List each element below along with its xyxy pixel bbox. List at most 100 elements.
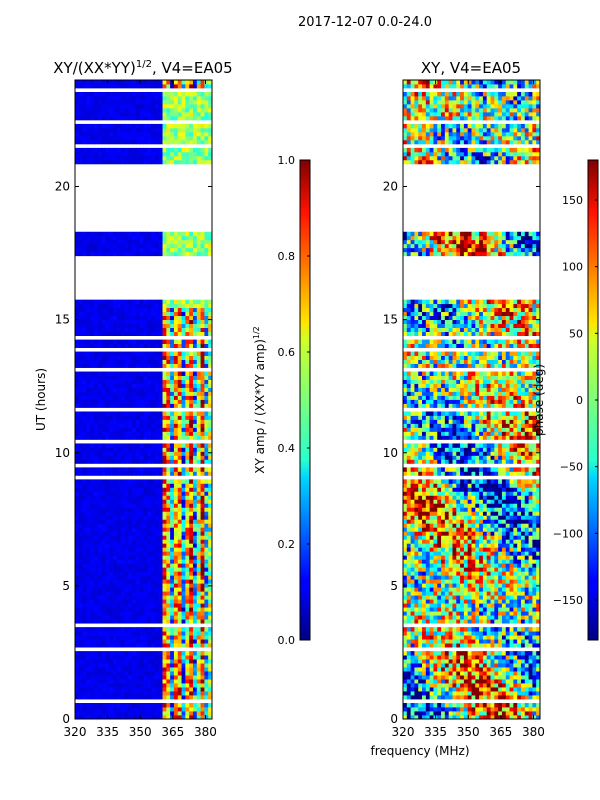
heatmap-cell — [139, 555, 144, 560]
heatmap-cell — [120, 127, 125, 133]
heatmap-cell — [166, 111, 171, 117]
heatmap-cell — [158, 687, 163, 692]
heatmap-cell — [97, 239, 103, 245]
heatmap-cell — [528, 683, 533, 688]
heatmap-cell — [75, 707, 80, 712]
heatmap-cell — [143, 675, 148, 680]
heatmap-cell — [181, 595, 186, 600]
heatmap-cell — [177, 115, 182, 121]
heatmap-cell — [189, 715, 194, 719]
heatmap-cell — [135, 535, 141, 540]
heatmap-cell — [170, 299, 175, 305]
heatmap-cell — [441, 639, 446, 644]
heatmap-cell — [139, 159, 144, 165]
heatmap-cell — [90, 395, 95, 400]
heatmap-cell — [410, 715, 415, 719]
heatmap-cell — [120, 583, 125, 588]
heatmap-cell — [97, 243, 103, 249]
heatmap-cell — [147, 503, 152, 508]
heatmap-cell — [75, 91, 80, 97]
heatmap-cell — [147, 387, 152, 392]
heatmap-cell — [94, 711, 99, 716]
heatmap-cell — [135, 559, 141, 564]
heatmap-cell — [177, 387, 182, 392]
heatmap-cell — [139, 135, 144, 141]
heatmap-cell — [116, 339, 122, 344]
heatmap-cell — [147, 487, 152, 492]
heatmap-cell — [139, 543, 144, 548]
heatmap-cell — [94, 603, 99, 608]
heatmap-cell — [475, 663, 480, 668]
heatmap-cell — [75, 247, 80, 253]
heatmap-cell — [120, 571, 125, 576]
heatmap-cell — [208, 503, 212, 508]
heatmap-cell — [86, 663, 91, 668]
heatmap-cell — [192, 151, 198, 157]
heatmap-cell — [94, 83, 99, 89]
heatmap-cell — [113, 687, 118, 692]
heatmap-cell — [97, 387, 103, 392]
heatmap-cell — [135, 551, 141, 556]
heatmap-cell — [204, 635, 209, 640]
heatmap-cell — [158, 399, 163, 404]
heatmap-cell — [154, 467, 160, 472]
heatmap-cell — [177, 611, 182, 616]
heatmap-cell — [124, 375, 129, 380]
heatmap-cell — [170, 231, 175, 237]
heatmap-cell — [154, 595, 160, 600]
heatmap-cell — [90, 547, 95, 552]
heatmap-cell — [456, 643, 461, 648]
heatmap-cell — [147, 643, 152, 648]
heatmap-cell — [124, 131, 129, 137]
heatmap-cell — [116, 491, 122, 496]
heatmap-cell — [82, 447, 87, 452]
heatmap-cell — [177, 635, 182, 640]
heatmap-cell — [128, 115, 133, 121]
heatmap-cell — [463, 703, 469, 708]
heatmap-cell — [173, 80, 179, 85]
heatmap-cell — [120, 483, 125, 488]
heatmap-cell — [113, 399, 118, 404]
heatmap-cell — [101, 643, 106, 648]
heatmap-cell — [124, 519, 129, 524]
heatmap-cell — [135, 387, 141, 392]
heatmap-cell — [116, 395, 122, 400]
heatmap-cell — [78, 447, 84, 452]
heatmap-cell — [124, 631, 129, 636]
heatmap-cell — [185, 411, 190, 416]
heatmap-cell — [452, 679, 457, 684]
heatmap-cell — [139, 327, 144, 332]
heatmap-cell — [86, 399, 91, 404]
heatmap-cell — [517, 691, 522, 696]
heatmap-cell — [196, 467, 201, 472]
heatmap-cell — [166, 339, 171, 344]
heatmap-cell — [116, 587, 122, 592]
heatmap-cell — [90, 431, 95, 436]
heatmap-cell — [189, 703, 194, 708]
heatmap-cell — [192, 535, 198, 540]
heatmap-cell — [158, 383, 163, 388]
y-tick-label: 5 — [62, 579, 70, 593]
heatmap-cell — [162, 375, 167, 380]
heatmap-cell — [90, 519, 95, 524]
heatmap-cell — [425, 639, 431, 644]
heatmap-cell — [113, 339, 118, 344]
heatmap-cell — [124, 471, 129, 476]
heatmap-cell — [403, 703, 408, 708]
heatmap-cell — [166, 579, 171, 584]
heatmap-cell — [147, 499, 152, 504]
heatmap-cell — [75, 343, 80, 348]
heatmap-cell — [90, 443, 95, 448]
heatmap-cell — [90, 423, 95, 428]
heatmap-cell — [147, 627, 152, 632]
heatmap-cell — [124, 479, 129, 484]
heatmap-cell — [97, 359, 103, 364]
heatmap-cell — [173, 391, 179, 396]
heatmap-cell — [196, 103, 201, 109]
heatmap-cell — [132, 351, 137, 356]
heatmap-cell — [177, 695, 182, 700]
heatmap-cell — [528, 651, 533, 656]
heatmap-cell — [86, 243, 91, 249]
heatmap-cell — [189, 539, 194, 544]
heatmap-cell — [185, 315, 190, 321]
